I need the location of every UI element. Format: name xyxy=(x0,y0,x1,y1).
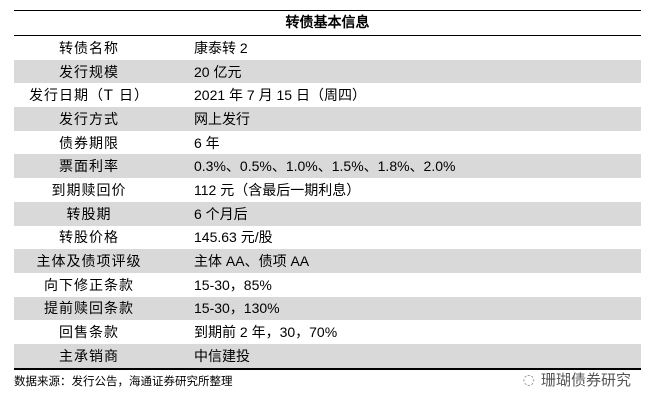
row-label: 回售条款 xyxy=(59,325,119,342)
watermark-text: 珊瑚债券研究 xyxy=(540,371,631,389)
row-label: 提前赎回条款 xyxy=(44,301,134,318)
table-row: 主承销商 中信建投 xyxy=(14,343,641,368)
row-value: 0.3%、0.5%、1.0%、1.5%、1.8%、2.0% xyxy=(194,158,456,175)
table-row: 发行规模 20 亿元 xyxy=(14,59,641,84)
table-row: 发行日期（T 日） 2021 年 7 月 15 日（周四） xyxy=(14,83,641,107)
row-label: 主体及债项评级 xyxy=(36,254,142,271)
row-value: 到期前 2 年，30，70% xyxy=(194,324,338,341)
row-value: 中信建投 xyxy=(194,347,250,364)
row-label: 发行规模 xyxy=(59,64,119,81)
table-row: 向下修正条款 15-30，85% xyxy=(14,273,641,297)
table-row: 发行方式 网上发行 xyxy=(14,107,641,131)
row-label: 债券期限 xyxy=(59,135,119,152)
table-row: 提前赎回条款 15-30，130% xyxy=(14,296,641,321)
table-row: 债券期限 6 年 xyxy=(14,131,641,155)
row-label: 转股期 xyxy=(66,206,112,223)
row-value: 网上发行 xyxy=(194,110,250,127)
table-title: 转债基本信息 xyxy=(14,11,641,36)
row-label: 转债名称 xyxy=(59,40,119,57)
source-note: 数据来源：发行公告，海通证券研究所整理 xyxy=(14,374,233,388)
row-label: 向下修正条款 xyxy=(44,277,134,294)
bond-info-table: 转债基本信息 转债名称 康泰转 2 发行规模 20 亿元发行日期（T 日） 2021 年… xyxy=(14,10,641,370)
table-row: 主体及债项评级 主体 AA、债项 AA xyxy=(14,249,641,273)
row-value: 112 元（含最后一期利息） xyxy=(194,181,361,198)
row-value: 6 年 xyxy=(194,134,220,151)
row-label: 主承销商 xyxy=(59,348,119,365)
row-value: 15-30，85% xyxy=(194,276,272,293)
row-value: 2021 年 7 月 15 日（周四） xyxy=(194,87,366,104)
row-value: 15-30，130% xyxy=(194,300,280,317)
table-row: 转股价格 145.63 元/股 xyxy=(14,226,641,250)
row-label: 发行日期（T 日） xyxy=(28,88,149,105)
row-label: 票面利率 xyxy=(59,159,119,176)
row-value: 主体 AA、债项 AA xyxy=(194,253,310,270)
table-row: 转股期 6 个月后 xyxy=(14,201,641,226)
row-value: 145.63 元/股 xyxy=(194,229,273,246)
row-value: 20 亿元 xyxy=(194,63,242,80)
row-value: 康泰转 2 xyxy=(194,39,248,56)
row-value: 6 个月后 xyxy=(194,205,248,222)
wechat-icon: ◌ xyxy=(522,371,535,388)
row-label: 发行方式 xyxy=(59,111,119,128)
row-label: 转股价格 xyxy=(59,230,119,247)
table-row: 到期赎回价 112 元（含最后一期利息） xyxy=(14,178,641,202)
table-row: 票面利率 0.3%、0.5%、1.0%、1.5%、1.8%、2.0% xyxy=(14,154,641,179)
row-label: 到期赎回价 xyxy=(51,182,127,199)
table-row: 转债名称 康泰转 2 xyxy=(14,36,641,60)
table-row: 回售条款 到期前 2 年，30，70% xyxy=(14,320,641,344)
watermark: ◌ 珊瑚债券研究 xyxy=(523,369,631,390)
